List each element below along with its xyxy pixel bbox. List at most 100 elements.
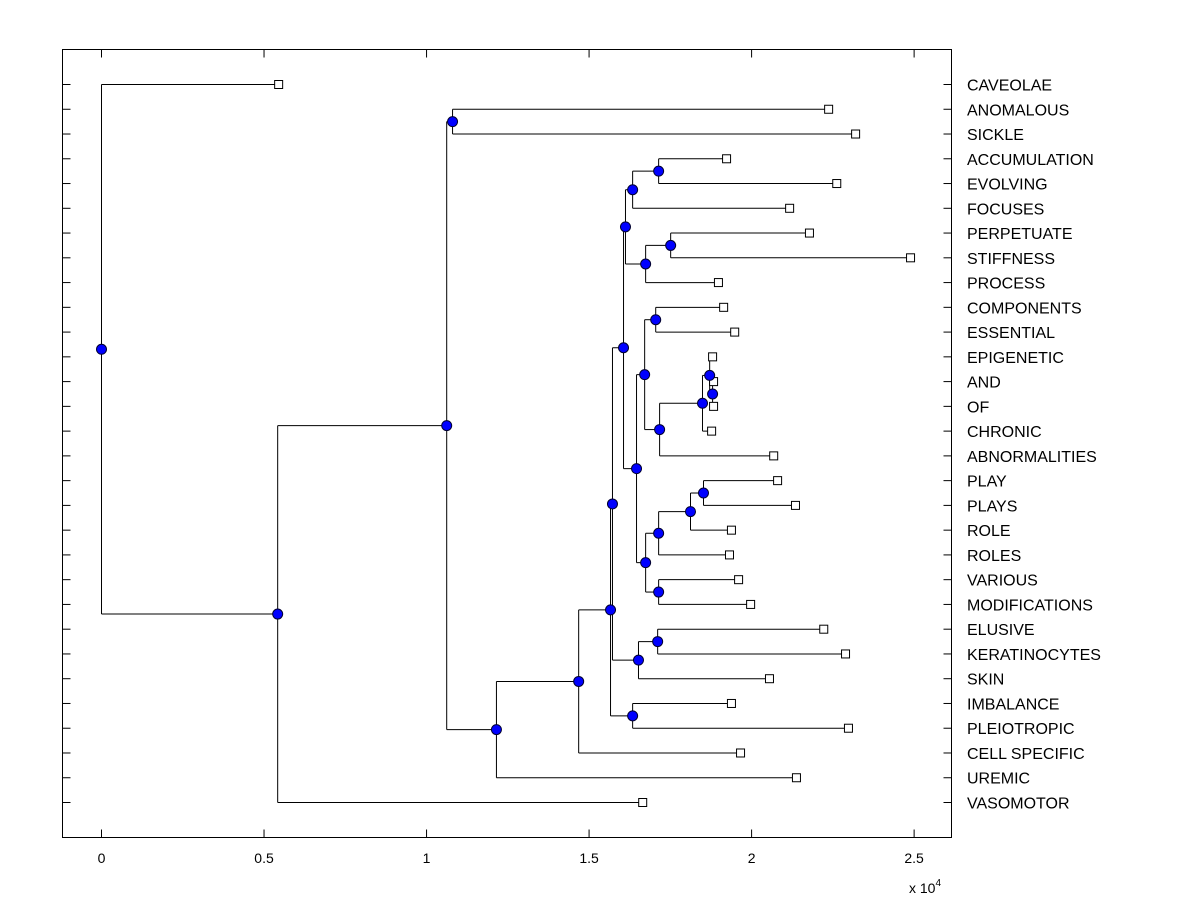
- leaf-label: PROCESS: [967, 276, 1045, 293]
- node-marker: [639, 369, 651, 381]
- leaf-marker: [730, 327, 740, 337]
- leaf-marker: [832, 179, 842, 189]
- leaf-label: PLAYS: [967, 498, 1017, 515]
- leaf-marker: [722, 154, 732, 164]
- leaf-label: UREMIC: [967, 771, 1030, 788]
- node-marker: [653, 527, 665, 539]
- leaf-marker: [709, 401, 719, 411]
- node-marker: [654, 424, 666, 436]
- leaf-marker: [841, 649, 851, 659]
- leaf-marker: [638, 798, 648, 807]
- node-marker: [640, 258, 652, 270]
- node-marker: [697, 487, 709, 499]
- leaf-marker: [726, 698, 736, 708]
- leaf-label: CAVEOLAE: [967, 78, 1052, 95]
- leaf-marker: [773, 476, 783, 486]
- leaf-marker: [719, 302, 729, 312]
- node-marker: [447, 116, 459, 128]
- leaf-label: SICKLE: [967, 127, 1024, 144]
- x-tick-label: 1: [423, 850, 431, 866]
- leaf-label: VASOMOTOR: [967, 796, 1070, 813]
- leaf-marker: [804, 228, 814, 238]
- node-marker: [573, 675, 585, 687]
- node-marker: [653, 165, 665, 177]
- leaf-label: ROLES: [967, 548, 1021, 565]
- node-marker: [650, 314, 662, 326]
- node-marker: [619, 221, 631, 233]
- leaf-label: PERPETUATE: [967, 226, 1073, 243]
- leaf-labels: CAVEOLAE ANOMALOUS SICKLE ACCUMULATION EVOLV…: [967, 78, 1101, 813]
- node-marker: [665, 239, 677, 251]
- leaf-marker: [824, 104, 834, 114]
- leaf-marker: [708, 352, 718, 362]
- leaf-label: PLAY: [967, 474, 1007, 491]
- node-marker: [618, 342, 630, 354]
- leaf-label: ELUSIVE: [967, 622, 1035, 639]
- node-marker: [697, 397, 709, 409]
- x-tick-label: 0: [98, 850, 106, 866]
- axis-ticks: [62, 49, 952, 838]
- leaf-marker: [790, 500, 800, 510]
- node-marker: [632, 654, 644, 666]
- leaf-marker: [791, 773, 801, 783]
- leaf-label: COMPONENTS: [967, 300, 1082, 317]
- leaf-label: IMBALANCE: [967, 696, 1059, 713]
- leaf-marker: [843, 723, 853, 733]
- node-marker: [653, 586, 665, 598]
- leaf-label: ABNORMALITIES: [967, 449, 1097, 466]
- node-marker: [441, 420, 453, 432]
- leaf-label: ESSENTIAL: [967, 325, 1055, 342]
- leaf-label: ANOMALOUS: [967, 102, 1069, 119]
- leaf-label: FOCUSES: [967, 201, 1044, 218]
- leaf-label: CELL SPECIFIC: [967, 746, 1085, 763]
- leaf-label: SKIN: [967, 672, 1004, 689]
- leaf-marker: [785, 203, 795, 213]
- leaf-label: OF: [967, 399, 989, 416]
- leaf-label: KERATINOCYTES: [967, 647, 1101, 664]
- node-marker: [631, 463, 643, 475]
- leaf-marker: [724, 550, 734, 560]
- leaf-marker: [769, 451, 779, 461]
- node-marker: [652, 636, 664, 648]
- leaf-marker: [726, 525, 736, 535]
- node-marker: [272, 608, 284, 620]
- leaf-marker: [746, 599, 756, 609]
- dendrogram-nodes: [96, 80, 916, 807]
- leaf-label: STIFFNESS: [967, 251, 1055, 268]
- leaf-label: VARIOUS: [967, 573, 1038, 590]
- node-marker: [704, 369, 716, 381]
- leaf-marker: [707, 426, 717, 436]
- leaf-label: PLEIOTROPIC: [967, 721, 1075, 738]
- leaf-marker: [713, 278, 723, 288]
- leaf-label: AND: [967, 375, 1001, 392]
- x-tick-labels: 0 0.5 1 1.5 2 2.5: [98, 850, 924, 866]
- x-multiplier: x 104: [909, 878, 941, 896]
- node-marker: [627, 710, 639, 722]
- leaf-marker: [274, 80, 284, 89]
- leaf-marker: [851, 129, 861, 139]
- leaf-marker: [764, 674, 774, 684]
- x-tick-label: 2.5: [904, 850, 924, 866]
- node-marker: [684, 506, 696, 518]
- x-tick-label: 0.5: [254, 850, 274, 866]
- leaf-marker: [734, 575, 744, 585]
- leaf-label: EVOLVING: [967, 177, 1048, 194]
- leaf-label: ROLE: [967, 523, 1011, 540]
- node-marker: [490, 724, 502, 736]
- leaf-marker: [819, 624, 829, 634]
- node-marker: [605, 604, 617, 616]
- leaf-marker: [736, 748, 746, 758]
- node-marker: [627, 184, 639, 196]
- leaf-label: CHRONIC: [967, 424, 1042, 441]
- leaf-marker: [906, 253, 916, 263]
- leaf-label: MODIFICATIONS: [967, 597, 1093, 614]
- leaf-label: EPIGENETIC: [967, 350, 1064, 367]
- node-marker: [707, 388, 719, 400]
- node-marker: [640, 557, 652, 569]
- plot-area: [62, 49, 952, 838]
- x-tick-label: 1.5: [579, 850, 599, 866]
- node-marker: [96, 343, 108, 355]
- node-marker: [606, 498, 618, 510]
- x-tick-label: 2: [748, 850, 756, 866]
